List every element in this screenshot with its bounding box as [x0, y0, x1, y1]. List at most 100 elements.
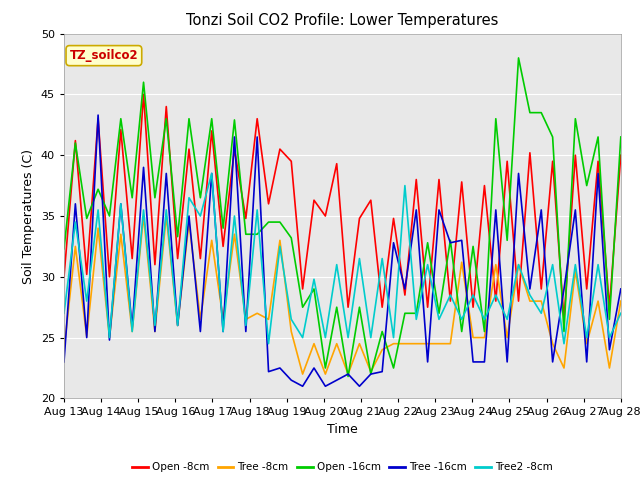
Tree2 -8cm — [401, 183, 409, 189]
Tree -8cm — [208, 238, 216, 243]
Tree -16cm — [617, 286, 625, 292]
Line: Tree2 -8cm: Tree2 -8cm — [64, 173, 621, 344]
Tree -8cm — [299, 371, 307, 377]
Tree -8cm — [310, 341, 318, 347]
Tree2 -8cm — [129, 329, 136, 335]
Open -8cm — [185, 146, 193, 152]
Open -8cm — [594, 158, 602, 164]
Open -8cm — [230, 146, 238, 152]
Open -8cm — [299, 286, 307, 292]
Open -8cm — [526, 150, 534, 156]
Open -8cm — [605, 304, 613, 310]
Open -8cm — [208, 128, 216, 134]
Tree -8cm — [378, 347, 386, 353]
Tree2 -8cm — [548, 262, 556, 267]
Tree2 -8cm — [481, 316, 488, 322]
Open -8cm — [367, 197, 374, 203]
Tree2 -8cm — [617, 311, 625, 316]
Open -16cm — [208, 116, 216, 121]
Tree2 -8cm — [594, 262, 602, 267]
Tree -16cm — [515, 170, 522, 176]
Tree -8cm — [515, 262, 522, 267]
Open -16cm — [60, 246, 68, 252]
Tree -16cm — [321, 384, 329, 389]
Open -8cm — [220, 243, 227, 249]
Tree2 -8cm — [492, 292, 500, 298]
Tree -8cm — [435, 341, 443, 347]
Title: Tonzi Soil CO2 Profile: Lower Temperatures: Tonzi Soil CO2 Profile: Lower Temperatur… — [186, 13, 499, 28]
Open -8cm — [242, 216, 250, 221]
Open -16cm — [287, 235, 295, 241]
Open -16cm — [356, 304, 364, 310]
Tree -8cm — [605, 365, 613, 371]
Open -16cm — [265, 219, 273, 225]
Open -8cm — [390, 216, 397, 221]
Open -16cm — [299, 304, 307, 310]
Open -8cm — [503, 158, 511, 164]
Open -16cm — [344, 373, 352, 379]
Tree -16cm — [412, 207, 420, 213]
Tree -16cm — [605, 347, 613, 353]
Tree -8cm — [481, 335, 488, 340]
Tree2 -8cm — [538, 311, 545, 316]
Open -16cm — [94, 186, 102, 192]
Tree -16cm — [185, 213, 193, 219]
Tree -16cm — [560, 286, 568, 292]
Tree -8cm — [333, 341, 340, 347]
Tree -8cm — [447, 341, 454, 347]
Tree -16cm — [230, 134, 238, 140]
Open -16cm — [253, 231, 261, 237]
Tree -16cm — [94, 112, 102, 118]
Tree -8cm — [106, 335, 113, 340]
Open -8cm — [481, 183, 488, 189]
Line: Tree -16cm: Tree -16cm — [64, 115, 621, 386]
Tree -8cm — [265, 316, 273, 322]
Tree2 -8cm — [560, 341, 568, 347]
Tree2 -8cm — [605, 335, 613, 340]
Open -16cm — [617, 134, 625, 140]
Tree -8cm — [572, 268, 579, 274]
Open -8cm — [548, 158, 556, 164]
Tree2 -8cm — [287, 316, 295, 322]
Open -8cm — [196, 256, 204, 262]
Tree2 -8cm — [242, 323, 250, 328]
Legend: Open -8cm, Tree -8cm, Open -16cm, Tree -16cm, Tree2 -8cm: Open -8cm, Tree -8cm, Open -16cm, Tree -… — [128, 458, 557, 477]
Open -16cm — [435, 311, 443, 316]
Tree -16cm — [424, 359, 431, 365]
Tree -16cm — [163, 170, 170, 176]
Open -16cm — [572, 116, 579, 121]
Tree -16cm — [367, 371, 374, 377]
Open -16cm — [333, 304, 340, 310]
Tree2 -8cm — [321, 335, 329, 340]
Tree -16cm — [356, 384, 364, 389]
Open -16cm — [492, 116, 500, 121]
Tree2 -8cm — [94, 207, 102, 213]
Open -8cm — [321, 213, 329, 219]
Open -8cm — [560, 316, 568, 322]
Open -16cm — [412, 311, 420, 316]
Open -16cm — [367, 371, 374, 377]
Open -16cm — [481, 329, 488, 335]
Open -16cm — [220, 225, 227, 231]
Tree -16cm — [538, 207, 545, 213]
Tree -16cm — [106, 337, 113, 343]
Tree2 -8cm — [424, 262, 431, 267]
Open -16cm — [401, 311, 409, 316]
Tree -16cm — [129, 325, 136, 331]
Tree -8cm — [83, 334, 91, 339]
Tree -16cm — [174, 323, 182, 328]
Open -8cm — [83, 272, 91, 277]
Tree -8cm — [617, 298, 625, 304]
Tree -16cm — [503, 359, 511, 365]
Tree -8cm — [129, 329, 136, 335]
Open -8cm — [617, 152, 625, 158]
Tree -16cm — [310, 365, 318, 371]
Tree -8cm — [60, 347, 68, 353]
Open -16cm — [117, 116, 125, 121]
Open -8cm — [60, 274, 68, 280]
Tree -8cm — [230, 231, 238, 237]
Open -8cm — [458, 179, 465, 185]
Tree -16cm — [458, 238, 465, 243]
Tree2 -8cm — [230, 213, 238, 219]
Tree -16cm — [265, 369, 273, 374]
